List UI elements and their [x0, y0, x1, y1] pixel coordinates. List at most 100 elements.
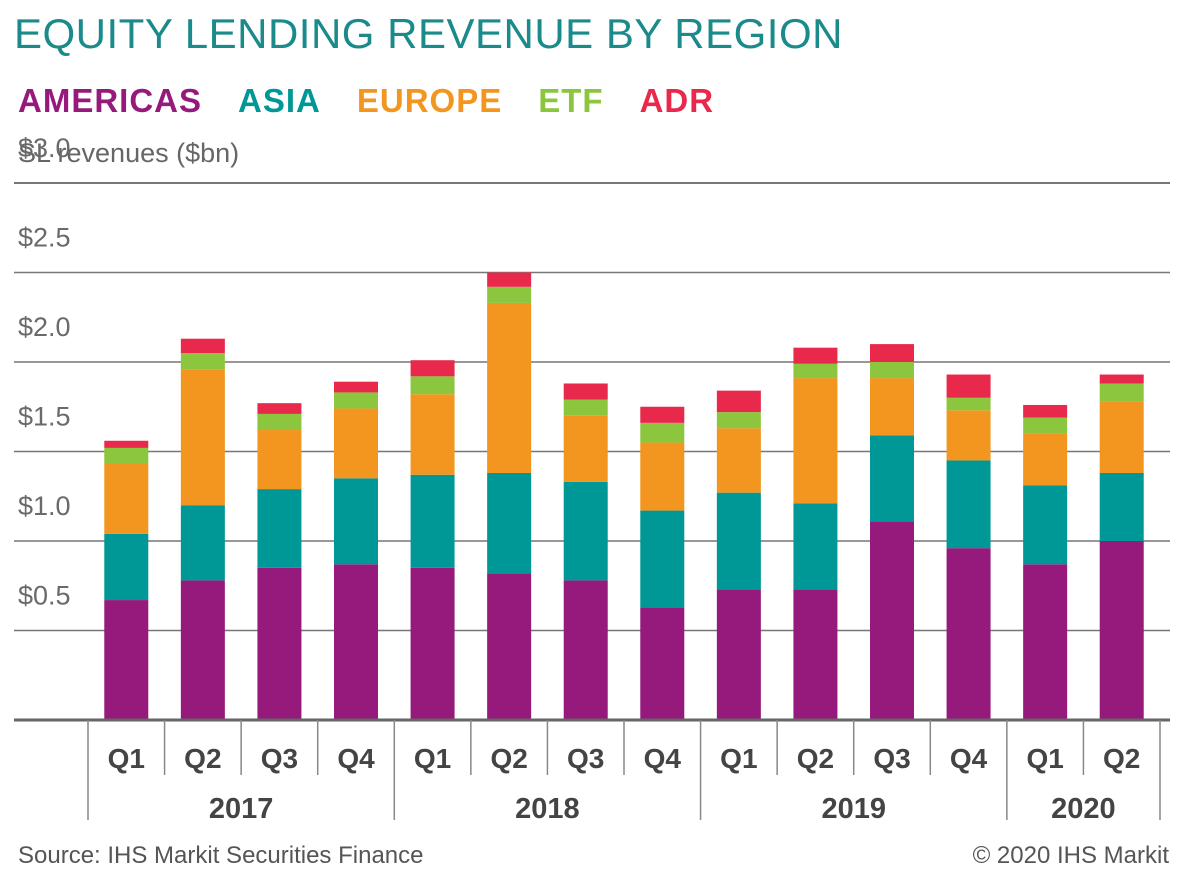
bar-segment-americas: [563, 580, 608, 720]
bar-segment-etf: [1099, 383, 1144, 402]
bar-segment-asia: [180, 505, 225, 581]
x-tick-label: Q2: [1103, 743, 1140, 774]
bar-segment-europe: [563, 415, 608, 482]
bar-segment-americas: [1023, 564, 1068, 720]
bar-segment-adr: [104, 440, 149, 448]
bar-segment-asia: [563, 481, 608, 581]
bar-segment-europe: [793, 378, 838, 504]
source-note: Source: IHS Markit Securities Finance: [18, 842, 424, 869]
bar-segment-americas: [257, 567, 302, 720]
bar-segment-europe: [257, 430, 302, 490]
bar-segment-asia: [410, 474, 455, 568]
bar-segment-americas: [334, 564, 378, 720]
bar-segment-etf: [410, 376, 455, 395]
bar-segment-asia: [946, 460, 991, 549]
y-tick-label: $2.0: [18, 312, 71, 342]
x-tick-label: Q3: [873, 743, 910, 774]
copyright-note: © 2020 IHS Markit: [972, 842, 1169, 869]
bar-segment-europe: [334, 408, 378, 479]
x-tick-label: Q1: [1026, 743, 1063, 774]
bar-segment-asia: [640, 510, 685, 608]
bar-segment-etf: [257, 413, 302, 431]
bar-segment-asia: [487, 472, 532, 574]
bar-segment-adr: [716, 390, 761, 413]
bar-segment-asia: [1023, 485, 1068, 565]
bar-segment-adr: [180, 338, 225, 354]
bar-segment-americas: [180, 580, 225, 720]
x-tick-label: Q3: [261, 743, 298, 774]
bar-segment-asia: [1099, 472, 1144, 541]
legend-asia: ASIA: [238, 82, 321, 119]
bar-segment-etf: [334, 392, 378, 409]
y-tick-label: $1.5: [18, 402, 71, 432]
bar-segment-adr: [1099, 374, 1144, 384]
bar-segment-americas: [946, 548, 991, 720]
legend-americas: AMERICAS: [18, 82, 203, 119]
bar-segment-asia: [334, 478, 378, 565]
bar-segment-europe: [1023, 433, 1068, 486]
bar-segment-etf: [104, 447, 149, 465]
bar-segment-asia: [793, 503, 838, 590]
x-tick-label: Q2: [184, 743, 221, 774]
bar-segment-asia: [870, 435, 914, 522]
x-tick-label: Q2: [490, 743, 527, 774]
legend-europe: EUROPE: [356, 82, 503, 119]
bar-segment-adr: [946, 374, 991, 398]
bar-segment-asia: [104, 533, 149, 601]
bar-segment-americas: [410, 567, 455, 720]
bar-segment-asia: [716, 492, 761, 590]
bar-segment-adr: [640, 406, 685, 423]
bar-segment-adr: [1023, 404, 1068, 418]
x-tick-label: Q3: [567, 743, 604, 774]
bar-segment-europe: [180, 369, 225, 506]
bar-segment-etf: [716, 412, 761, 429]
bar-segment-europe: [946, 410, 991, 461]
bar-segment-adr: [334, 381, 378, 393]
bar-segment-americas: [487, 573, 532, 720]
x-tick-label: Q4: [950, 743, 988, 774]
bar-segment-adr: [257, 403, 302, 414]
bar-segment-adr: [793, 347, 838, 364]
y-tick-label: $1.0: [18, 491, 71, 521]
bar-segment-americas: [104, 600, 149, 720]
legend-adr: ADR: [639, 82, 715, 119]
bar-segment-europe: [640, 442, 685, 511]
bar-segment-etf: [793, 363, 838, 379]
bar-segment-europe: [716, 428, 761, 493]
bar-segment-adr: [870, 344, 914, 362]
year-label: 2019: [821, 793, 886, 825]
bar-segment-americas: [870, 521, 914, 720]
y-tick-label: $0.5: [18, 581, 71, 611]
legend-etf: ETF: [538, 82, 604, 119]
bar-segment-adr: [410, 360, 455, 377]
x-tick-label: Q4: [644, 743, 682, 774]
bar-segment-americas: [640, 607, 685, 720]
x-tick-label: Q1: [414, 743, 451, 774]
bar-segment-americas: [716, 589, 761, 720]
x-tick-label: Q2: [797, 743, 834, 774]
bar-segment-americas: [793, 589, 838, 720]
bar-segment-europe: [870, 378, 914, 436]
bar-segment-americas: [1099, 541, 1144, 720]
bar-segment-europe: [1099, 401, 1144, 473]
bar-segment-asia: [257, 489, 302, 568]
year-label: 2018: [515, 793, 580, 825]
bar-segment-etf: [870, 362, 914, 379]
bar-segment-europe: [104, 464, 149, 534]
legend: AMERICAS ASIA EUROPE ETF ADR: [18, 82, 714, 120]
bar-segment-etf: [640, 422, 685, 443]
bar-segment-adr: [563, 383, 608, 400]
x-tick-label: Q1: [720, 743, 757, 774]
bar-segment-etf: [563, 399, 608, 416]
x-tick-label: Q1: [108, 743, 145, 774]
y-tick-label: $2.5: [18, 223, 71, 253]
bar-segment-europe: [487, 302, 532, 473]
year-label: 2017: [209, 793, 274, 825]
bar-segment-adr: [487, 272, 532, 287]
bar-segment-etf: [1023, 417, 1068, 434]
y-axis-label: SL revenues ($bn): [18, 138, 240, 168]
bar-segment-europe: [410, 394, 455, 475]
bar-segment-etf: [487, 286, 532, 303]
chart-title: EQUITY LENDING REVENUE BY REGION: [14, 10, 843, 57]
